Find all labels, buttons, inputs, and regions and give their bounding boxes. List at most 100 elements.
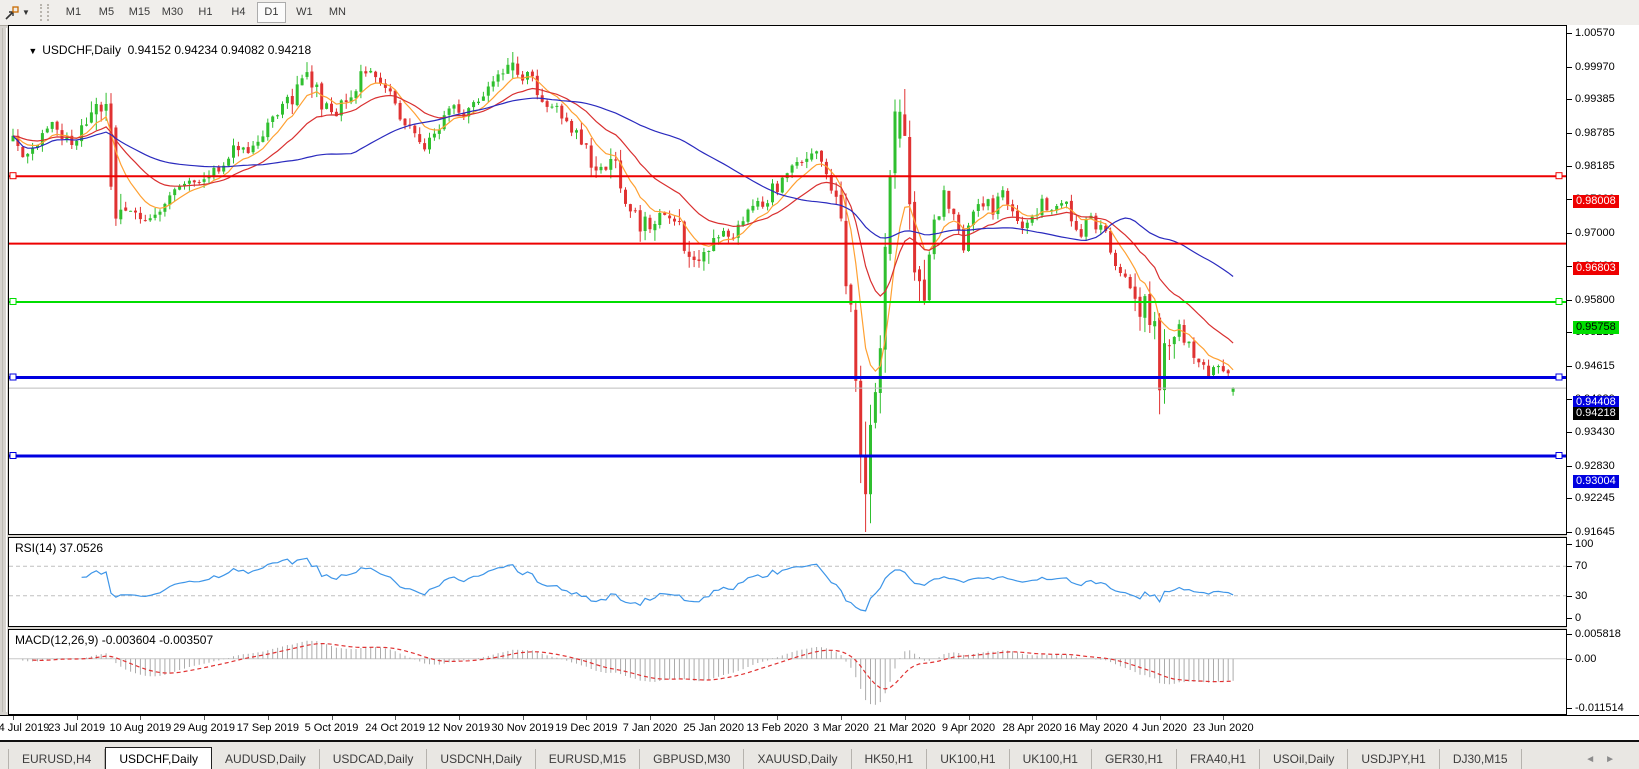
rsi-tick-label: 0 bbox=[1575, 612, 1582, 624]
main-chart-panel[interactable]: ▼ USDCHF,Daily 0.94152 0.94234 0.94082 0.… bbox=[8, 25, 1567, 535]
date-tick-mark bbox=[968, 716, 970, 720]
date-tick-mark bbox=[1223, 716, 1225, 720]
date-tick-mark bbox=[777, 716, 779, 720]
timeframe-button-w1[interactable]: W1 bbox=[296, 6, 313, 18]
price-tick-label: 1.00570 bbox=[1575, 27, 1615, 39]
axis-tick-mark bbox=[1567, 398, 1572, 400]
price-tick-label: 0.97000 bbox=[1575, 226, 1615, 239]
timeframe-buttons: M1 M5 M15 M30 H1 H4 D1 W1 MN bbox=[57, 2, 354, 23]
candlestick-chart[interactable] bbox=[9, 26, 1566, 534]
date-tick-mark bbox=[904, 716, 906, 720]
chart-tab-usoil-daily[interactable]: USOil,Daily bbox=[1260, 749, 1349, 769]
collapse-arrow-icon[interactable]: ▼ bbox=[28, 46, 38, 56]
chart-tab-dj30-m15[interactable]: DJ30,M15 bbox=[1440, 749, 1522, 769]
date-label: 4 Jun 2020 bbox=[1132, 722, 1187, 734]
date-label: 30 Nov 2019 bbox=[491, 722, 554, 734]
chart-tab-eurusd-h4[interactable]: EURUSD,H4 bbox=[8, 749, 106, 769]
chart-tab-audusd-daily[interactable]: AUDUSD,Daily bbox=[212, 749, 320, 769]
date-tick-mark bbox=[586, 716, 588, 720]
timeframe-button-mn[interactable]: MN bbox=[328, 6, 346, 18]
macd-tick-label: 0.005818 bbox=[1575, 628, 1621, 640]
chart-tab-uk100-h1[interactable]: UK100,H1 bbox=[1010, 749, 1092, 769]
date-label: 13 Feb 2020 bbox=[746, 722, 809, 734]
chart-tab-gbpusd-m30[interactable]: GBPUSD,M30 bbox=[640, 749, 745, 769]
chart-cursor-icon[interactable] bbox=[2, 4, 22, 22]
price-tick-label: 0.91645 bbox=[1575, 525, 1615, 538]
macd-tick-label: 0.00 bbox=[1575, 652, 1597, 665]
axis-tick-mark bbox=[1567, 595, 1572, 597]
date-tick-mark bbox=[713, 716, 715, 720]
price-tick-label: 0.98785 bbox=[1575, 126, 1615, 139]
timeframe-button-h1[interactable]: H1 bbox=[198, 6, 213, 18]
timeframe-button-m1[interactable]: M1 bbox=[65, 6, 82, 18]
axis-tick-mark bbox=[1567, 566, 1572, 568]
axis-tick-mark bbox=[1567, 618, 1572, 619]
date-tick-mark bbox=[650, 716, 651, 720]
date-label: 3 Mar 2020 bbox=[813, 722, 869, 734]
date-tick-mark bbox=[1032, 716, 1034, 720]
axis-tick-mark bbox=[1567, 199, 1572, 201]
date-label: 5 Oct 2019 bbox=[304, 722, 359, 734]
date-label: 17 Sep 2019 bbox=[236, 722, 299, 734]
window-left-edge bbox=[2, 28, 7, 712]
price-axis[interactable]: 1.005700.999700.993850.987850.981850.976… bbox=[1567, 25, 1639, 715]
hline-price-badge: 0.98008 bbox=[1573, 194, 1619, 208]
chart-symbol-label: USDCHF,Daily bbox=[42, 43, 121, 57]
axis-tick-mark bbox=[1567, 132, 1572, 134]
axis-tick-mark bbox=[1567, 544, 1572, 545]
date-tick-mark bbox=[841, 716, 843, 720]
axis-tick-mark bbox=[1567, 531, 1572, 533]
timeframe-button-m30[interactable]: M30 bbox=[161, 6, 184, 18]
chart-tab-usdcad-daily[interactable]: USDCAD,Daily bbox=[320, 749, 428, 769]
date-label: 16 May 2020 bbox=[1064, 722, 1128, 734]
chart-tab-bar: EURUSD,H4 USDCHF,Daily AUDUSD,Daily USDCAD,… bbox=[0, 740, 1639, 769]
axis-tick-mark bbox=[1567, 166, 1572, 168]
date-tick-mark bbox=[331, 716, 333, 720]
date-label: 4 Jul 2019 bbox=[0, 722, 50, 734]
toolbar-dropdown-caret[interactable]: ▼ bbox=[22, 8, 30, 17]
timeframe-button-m5[interactable]: M5 bbox=[98, 6, 115, 18]
chart-tab-uk100-h1[interactable]: UK100,H1 bbox=[927, 749, 1010, 769]
timeframe-button-h4[interactable]: H4 bbox=[231, 6, 246, 18]
date-tick-mark bbox=[458, 716, 460, 720]
chart-tab-hk50-h1[interactable]: HK50,H1 bbox=[852, 749, 928, 769]
price-tick-label: 0.99970 bbox=[1575, 60, 1615, 73]
chart-ohlc-values: 0.94152 0.94234 0.94082 0.94218 bbox=[127, 43, 312, 57]
chart-tab-xauusd-daily[interactable]: XAUUSD,Daily bbox=[744, 749, 852, 769]
date-tick-mark bbox=[76, 716, 78, 720]
axis-tick-mark bbox=[1567, 432, 1572, 434]
date-axis[interactable]: 4 Jul 2019 23 Jul 2019 10 Aug 2019 29 Aug 2… bbox=[0, 715, 1639, 741]
macd-label: MACD(12,26,9) -0.003604 -0.003507 bbox=[15, 633, 214, 647]
price-tick-label: 0.92830 bbox=[1575, 459, 1615, 472]
hline-price-badge: 0.95758 bbox=[1573, 320, 1619, 334]
axis-tick-mark bbox=[1567, 465, 1572, 467]
rsi-tick-label: 30 bbox=[1575, 589, 1588, 602]
macd-panel[interactable]: MACD(12,26,9) -0.003604 -0.003507 bbox=[8, 629, 1567, 715]
timeframe-button-m15[interactable]: M15 bbox=[128, 6, 151, 18]
macd-tick-label: -0.011514 bbox=[1575, 702, 1624, 714]
axis-tick-mark bbox=[1567, 33, 1572, 34]
rsi-tick-label: 100 bbox=[1575, 538, 1594, 550]
price-tick-label: 0.92245 bbox=[1575, 492, 1615, 505]
chart-tab-fra40-h1[interactable]: FRA40,H1 bbox=[1177, 749, 1261, 769]
rsi-label: RSI(14) 37.0526 bbox=[15, 541, 104, 555]
price-tick-label: 0.98185 bbox=[1575, 160, 1615, 173]
macd-plot[interactable] bbox=[9, 630, 1566, 714]
tab-scroll-arrows[interactable]: ◄► bbox=[1585, 754, 1625, 765]
rsi-panel[interactable]: RSI(14) 37.0526 bbox=[8, 537, 1567, 627]
hline-price-badge: 0.94408 bbox=[1573, 396, 1619, 410]
price-tick-label: 0.95800 bbox=[1575, 293, 1615, 306]
hline-price-badge: 0.96803 bbox=[1573, 262, 1619, 276]
axis-tick-mark bbox=[1567, 658, 1572, 660]
current-price-badge: 0.94218 bbox=[1573, 406, 1619, 420]
chart-tab-usdcnh-daily[interactable]: USDCNH,Daily bbox=[427, 749, 536, 769]
chart-tab-usdchf-daily[interactable]: USDCHF,Daily bbox=[105, 747, 213, 769]
chart-tab-usdjpy-h1[interactable]: USDJPY,H1 bbox=[1348, 749, 1440, 769]
chart-tab-eurusd-m15[interactable]: EURUSD,M15 bbox=[536, 749, 641, 769]
chart-tab-ger30-h1[interactable]: GER30,H1 bbox=[1092, 749, 1177, 769]
rsi-plot[interactable] bbox=[9, 538, 1566, 626]
date-label: 23 Jul 2019 bbox=[48, 722, 106, 734]
timeframe-button-d1[interactable]: D1 bbox=[256, 2, 286, 23]
date-label: 21 Mar 2020 bbox=[873, 722, 936, 734]
